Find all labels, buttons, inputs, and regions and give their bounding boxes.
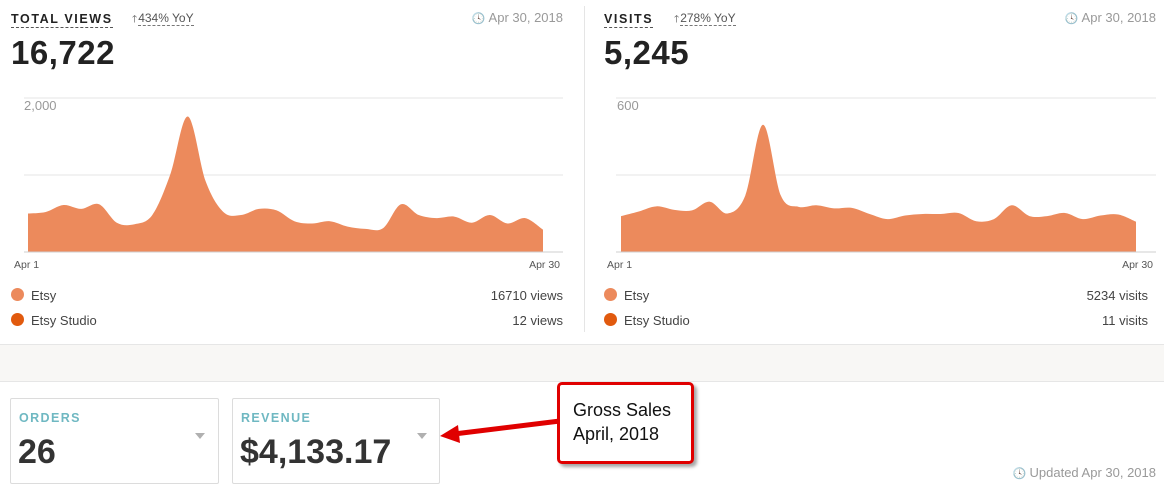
visits-date: 🕓 Apr 30, 2018 (1065, 11, 1156, 26)
clock-icon: 🕓 (1064, 13, 1079, 25)
visits-title[interactable]: VISITS (604, 12, 654, 28)
legend-item-etsy-studio: Etsy Studio 11 visits (604, 312, 1148, 330)
section-separator-band (0, 344, 1164, 382)
legend-value: 12 views (512, 313, 563, 328)
visits-chart: 600 Apr 1 Apr 30 (607, 97, 1156, 271)
total-views-header: TOTAL VIEWS 🡑434% YoY 🕓 Apr 30, 2018 (11, 10, 576, 28)
orders-card[interactable]: ORDERS 26 (10, 398, 219, 484)
legend-item-etsy-studio: Etsy Studio 12 views (11, 312, 563, 330)
clock-icon: 🕓 (1012, 468, 1027, 480)
legend-label: Etsy Studio (31, 313, 97, 328)
updated-timestamp: 🕓 Updated Apr 30, 2018 (1013, 465, 1156, 480)
annotation-arrow-head (440, 425, 460, 443)
legend-label: Etsy Studio (624, 313, 690, 328)
visits-yoy[interactable]: 🡑278% YoY (674, 11, 736, 27)
callout-line-1: Gross Sales (573, 400, 672, 420)
legend-item-etsy: Etsy 16710 views (11, 287, 563, 305)
caret-down-icon[interactable] (417, 433, 427, 439)
orders-value: 26 (18, 433, 56, 471)
x-axis-end-label: Apr 30 (529, 259, 560, 271)
revenue-label: REVENUE (241, 411, 312, 425)
visits-header: VISITS 🡑278% YoY 🕓 Apr 30, 2018 (604, 10, 1164, 28)
x-axis-end-label: Apr 30 (1122, 259, 1153, 271)
total-views-panel: TOTAL VIEWS 🡑434% YoY 🕓 Apr 30, 2018 16,7… (0, 0, 576, 343)
etsy-studio-legend-dot (11, 313, 24, 326)
total-views-date: 🕓 Apr 30, 2018 (472, 11, 563, 26)
y-axis-tick-label: 2,000 (24, 98, 57, 113)
total-views-date-text: Apr 30, 2018 (488, 10, 563, 25)
etsy-studio-legend-dot (604, 313, 617, 326)
visits-panel: VISITS 🡑278% YoY 🕓 Apr 30, 2018 5,245 600… (593, 0, 1164, 343)
x-axis-start-label: Apr 1 (607, 259, 632, 271)
legend-item-etsy: Etsy 5234 visits (604, 287, 1148, 305)
caret-down-icon[interactable] (195, 433, 205, 439)
panel-divider (584, 6, 585, 332)
total-views-chart: 2,000 Apr 1 Apr 30 (14, 97, 563, 271)
clock-icon: 🕓 (471, 13, 486, 25)
legend-label: Etsy (624, 288, 650, 303)
revenue-value: $4,133.17 (240, 433, 392, 471)
annotation-arrow-shaft (451, 418, 563, 437)
callout-line-2: April, 2018 (573, 424, 660, 444)
visits-yoy-text: 278% YoY (680, 11, 736, 26)
etsy-visits-area (621, 124, 1136, 252)
total-views-title[interactable]: TOTAL VIEWS (11, 12, 113, 28)
x-axis-start-label: Apr 1 (14, 259, 39, 271)
legend-value: 11 visits (1102, 313, 1148, 328)
visits-value: 5,245 (604, 34, 690, 71)
gross-sales-callout: Gross Sales April, 2018 (557, 382, 694, 464)
total-views-value: 16,722 (11, 34, 115, 71)
etsy-legend-dot (604, 288, 617, 301)
total-views-yoy[interactable]: 🡑434% YoY (132, 11, 194, 27)
etsy-views-area (28, 116, 543, 253)
updated-text: Updated Apr 30, 2018 (1029, 465, 1157, 480)
y-axis-tick-label: 600 (617, 98, 639, 113)
arrow-up-icon: 🡑 (674, 14, 680, 25)
legend-value: 5234 visits (1086, 288, 1148, 303)
annotation-arrow (440, 418, 563, 443)
revenue-card[interactable]: REVENUE $4,133.17 (232, 398, 440, 484)
visits-date-text: Apr 30, 2018 (1081, 10, 1156, 25)
arrow-up-icon: 🡑 (132, 14, 138, 25)
legend-label: Etsy (31, 288, 57, 303)
total-views-yoy-text: 434% YoY (138, 11, 194, 26)
legend-value: 16710 views (490, 288, 563, 303)
etsy-legend-dot (11, 288, 24, 301)
orders-label: ORDERS (19, 411, 81, 425)
